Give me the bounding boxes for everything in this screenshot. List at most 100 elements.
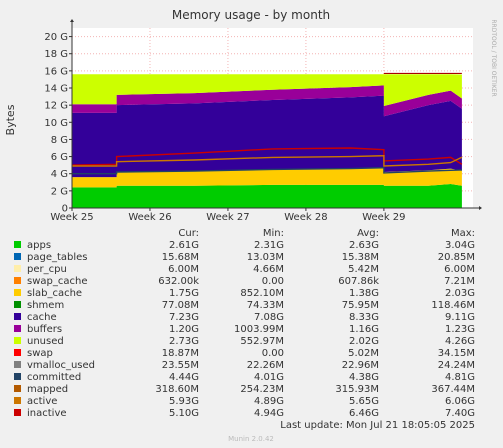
y-tick-label: 4 G (51, 169, 68, 180)
legend-swatch-slab_cache (14, 289, 21, 296)
legend-name: swap (27, 348, 53, 359)
legend-avg: 15.38M (342, 252, 379, 263)
legend-min: 2.31G (254, 240, 284, 251)
legend-min: 4.01G (254, 372, 284, 383)
legend-max: 7.40G (445, 408, 475, 419)
legend-avg: 5.02M (348, 348, 379, 359)
legend-avg: 4.38G (349, 372, 379, 383)
legend-min: 4.94G (254, 408, 284, 419)
legend-name: unused (27, 336, 64, 347)
legend-avg: 6.46G (349, 408, 379, 419)
legend-swatch-buffers (14, 325, 21, 332)
y-tick-label: 16 G (44, 66, 68, 77)
legend: Cur: Min: Avg: Max: apps 2.61G 2.31G 2.63G 3… (14, 228, 475, 419)
legend-cur: 1.20G (169, 324, 199, 335)
legend-max: 34.15M (438, 348, 475, 359)
legend-cur: 5.10G (169, 408, 199, 419)
legend-max: 2.03G (445, 288, 475, 299)
area-buffers (72, 85, 462, 117)
legend-name: swap_cache (27, 276, 87, 287)
legend-avg: 22.96M (342, 360, 379, 371)
legend-header-min: Min: (263, 228, 284, 239)
legend-header-cur: Cur: (178, 228, 199, 239)
legend-swatch-shmem (14, 301, 21, 308)
legend-cur: 77.08M (162, 300, 199, 311)
legend-max: 6.00M (444, 264, 475, 275)
legend-min: 0.00 (262, 276, 284, 287)
legend-max: 118.46M (431, 300, 475, 311)
legend-swatch-active (14, 397, 21, 404)
legend-name: apps (27, 240, 51, 251)
x-tick-label: Week 25 (50, 212, 93, 223)
legend-swatch-swap_cache (14, 277, 21, 284)
legend-swatch-page_tables (14, 253, 21, 260)
area-slab_cache (72, 167, 462, 188)
legend-swatch-vmalloc_used (14, 361, 21, 368)
legend-avg: 5.65G (349, 396, 379, 407)
legend-max: 4.81G (445, 372, 475, 383)
legend-cur: 2.73G (169, 336, 199, 347)
y-tick-label: 18 G (44, 49, 68, 60)
legend-swatch-per_cpu (14, 265, 21, 272)
legend-min: 852.10M (240, 288, 284, 299)
legend-cur: 7.23G (169, 312, 199, 323)
legend-swatch-unused (14, 337, 21, 344)
line-series (71, 72, 463, 175)
side-label: RRDTOOL / TOBI OETIKER (490, 19, 497, 96)
y-tick-label: 8 G (51, 135, 68, 146)
line-active (72, 154, 463, 167)
y-tick-label: 14 G (44, 84, 68, 95)
legend-min: 22.26M (247, 360, 284, 371)
legend-name: slab_cache (27, 288, 82, 299)
legend-avg: 75.95M (342, 300, 379, 311)
x-tick-label: Week 27 (206, 212, 249, 223)
legend-swatch-mapped (14, 385, 21, 392)
legend-cur: 632.00k (158, 276, 199, 287)
y-tick-labels: 0 2 G 4 G 6 G 8 G 10 G 12 G 14 G 16 G 18 G 20 G (44, 32, 72, 215)
legend-name: per_cpu (27, 264, 67, 275)
y-tick-label: 0 (62, 204, 68, 215)
legend-avg: 8.33G (349, 312, 379, 323)
area-unused (72, 74, 462, 106)
legend-max: 1.23G (445, 324, 475, 335)
legend-cur: 15.68M (162, 252, 199, 263)
y-axis-label: Bytes (4, 104, 17, 135)
legend-cur: 18.87M (162, 348, 199, 359)
legend-avg: 1.38G (349, 288, 379, 299)
legend-min: 0.00 (262, 348, 284, 359)
legend-avg: 315.93M (335, 384, 379, 395)
legend-cur: 2.61G (169, 240, 199, 251)
x-tick-label: Week 26 (128, 212, 171, 223)
legend-max: 4.26G (445, 336, 475, 347)
x-axis-arrow (479, 206, 482, 210)
legend-max: 367.44M (431, 384, 475, 395)
legend-avg: 1.16G (349, 324, 379, 335)
legend-cur: 4.44G (169, 372, 199, 383)
legend-name: vmalloc_used (27, 360, 95, 371)
y-tick-label: 12 G (44, 101, 68, 112)
legend-name: committed (27, 372, 81, 383)
legend-swatch-cache (14, 313, 21, 320)
legend-max: 20.85M (438, 252, 475, 263)
legend-name: cache (27, 312, 57, 323)
legend-min: 1003.99M (234, 324, 284, 335)
legend-min: 4.89G (254, 396, 284, 407)
legend-avg: 607.86k (338, 276, 379, 287)
line-committed (72, 166, 462, 175)
legend-max: 24.24M (438, 360, 475, 371)
legend-cur: 1.75G (169, 288, 199, 299)
legend-header-max: Max: (451, 228, 475, 239)
legend-cur: 23.55M (162, 360, 199, 371)
legend-swatch-swap (14, 349, 21, 356)
legend-avg: 2.63G (349, 240, 379, 251)
chart-title: Memory usage - by month (172, 8, 330, 22)
y-tick-label: 2 G (51, 186, 68, 197)
x-tick-label: Week 29 (362, 212, 405, 223)
area-apps (72, 184, 462, 208)
footer-version: Munin 2.0.42 (228, 435, 274, 443)
legend-avg: 5.42M (348, 264, 379, 275)
legend-cur: 5.93G (169, 396, 199, 407)
legend-swatch-apps (14, 241, 21, 248)
x-tick-label: Week 28 (284, 212, 327, 223)
y-tick-label: 10 G (44, 118, 68, 129)
